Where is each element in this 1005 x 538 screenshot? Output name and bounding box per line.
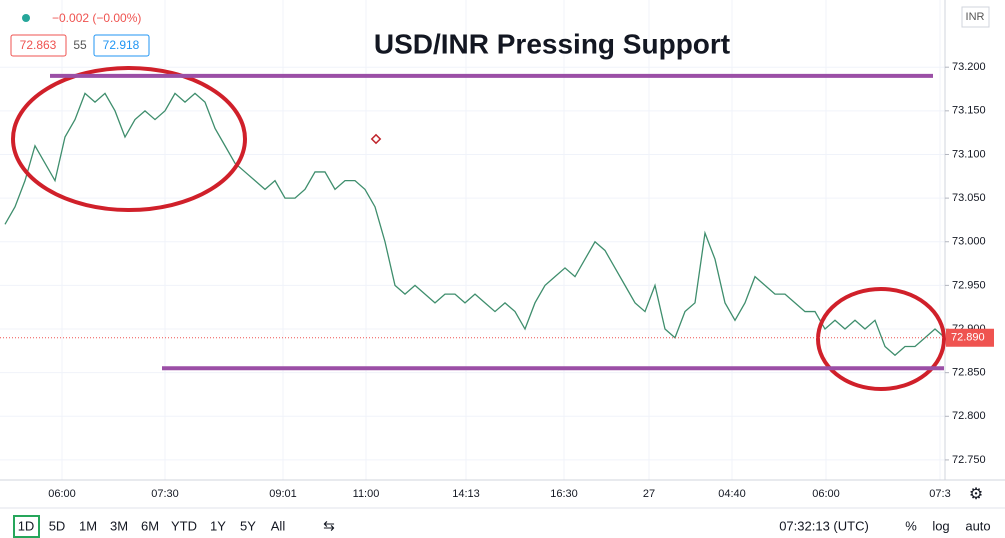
- marker: [370, 133, 382, 145]
- range-button[interactable]: 3M: [110, 518, 128, 533]
- x-tick-label: 06:00: [48, 488, 76, 500]
- clock: 07:32:13 (UTC): [779, 518, 869, 533]
- x-tick-label: 09:01: [269, 488, 297, 500]
- bid: 72.863: [20, 38, 57, 52]
- status-dot: [22, 14, 30, 22]
- range-button[interactable]: All: [271, 518, 286, 533]
- active-range: [13, 515, 40, 538]
- scale-option[interactable]: auto: [965, 518, 990, 533]
- price-line: [4, 92, 946, 357]
- last-price-label: 72.890: [951, 332, 985, 344]
- y-tick-label: 73.000: [952, 236, 986, 248]
- currency: INR: [966, 11, 985, 23]
- x-tick-label: 14:13: [452, 488, 480, 500]
- x-tick-label: 07:3: [929, 488, 950, 500]
- x-tick-label: 07:30: [151, 488, 179, 500]
- change: −0.002 (−0.00%): [52, 11, 141, 25]
- compare-icon[interactable]: ⇆: [323, 518, 335, 534]
- range-button[interactable]: 5D: [49, 518, 66, 533]
- range-button[interactable]: 5Y: [240, 518, 256, 533]
- ask: 72.918: [103, 38, 140, 52]
- y-tick-label: 73.150: [952, 105, 986, 117]
- last-price-box: [946, 328, 994, 347]
- x-tick-label: 04:40: [718, 488, 746, 500]
- y-tick-label: 73.200: [952, 61, 986, 73]
- x-tick-label: 06:00: [812, 488, 840, 500]
- x-tick-label: 27: [643, 488, 655, 500]
- y-tick-label: 73.100: [952, 148, 986, 160]
- y-tick-label: 73.050: [952, 192, 986, 204]
- range-button[interactable]: 6M: [141, 518, 159, 533]
- range-button[interactable]: 1D: [18, 518, 35, 533]
- highlight-ellipse: [11, 66, 247, 212]
- spread: 55: [73, 38, 87, 52]
- x-tick-label: 16:30: [550, 488, 578, 500]
- chart-title: USD/INR Pressing Support: [374, 28, 730, 59]
- y-tick-label: 72.950: [952, 279, 986, 291]
- highlight-ellipse: [816, 287, 946, 391]
- scale-option[interactable]: %: [905, 518, 917, 533]
- range-button[interactable]: 1Y: [210, 518, 226, 533]
- range-button[interactable]: 1M: [79, 518, 97, 533]
- x-tick-label: 11:00: [353, 488, 380, 500]
- ask-box[interactable]: [93, 34, 150, 57]
- settings-icon[interactable]: ⚙: [969, 486, 983, 503]
- y-tick-label: 72.750: [952, 454, 986, 466]
- y-tick-label: 72.800: [952, 410, 986, 422]
- bid-box[interactable]: [10, 34, 67, 57]
- currency-box[interactable]: [961, 6, 990, 28]
- scale-option[interactable]: log: [932, 518, 949, 533]
- y-tick-label: 72.850: [952, 367, 986, 379]
- range-button[interactable]: YTD: [171, 518, 197, 533]
